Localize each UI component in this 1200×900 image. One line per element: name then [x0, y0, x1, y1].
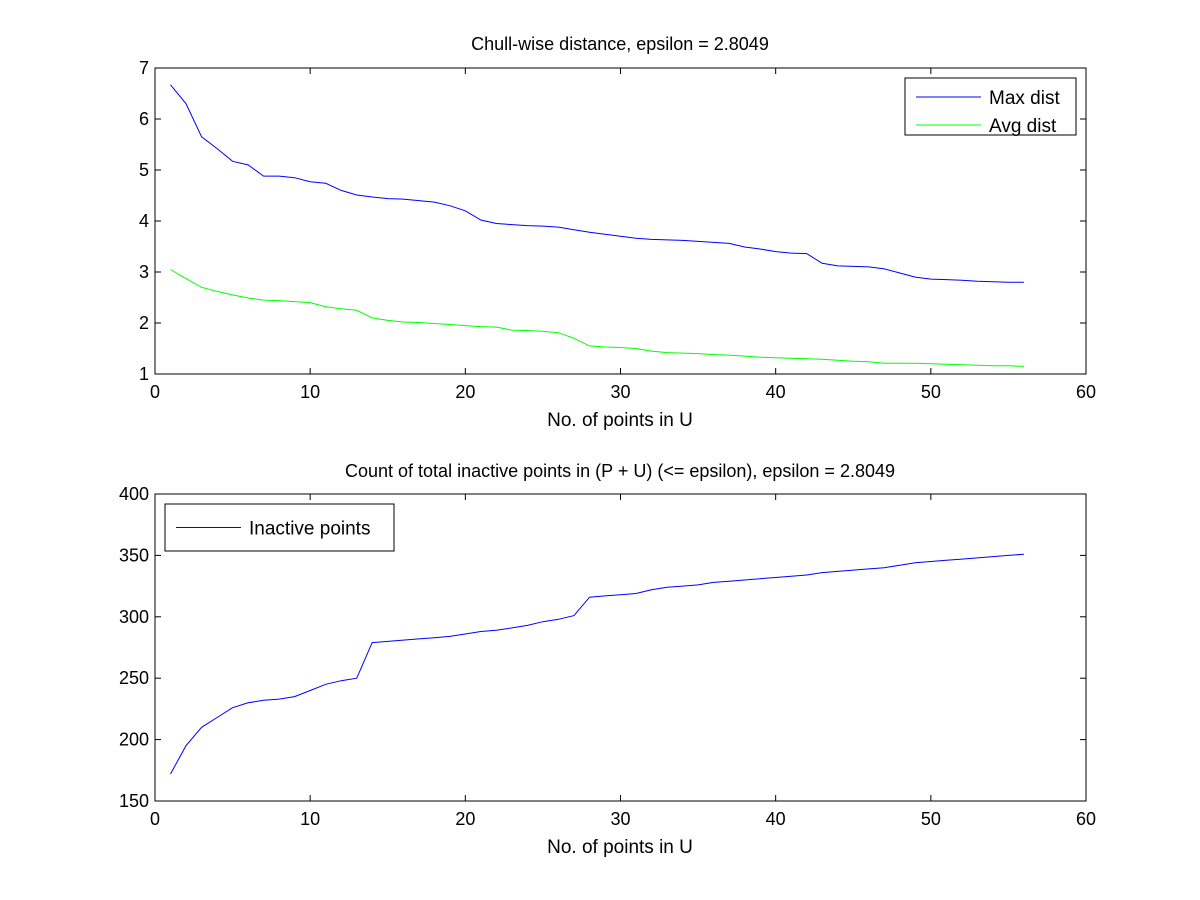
inactive-ytick-label: 150: [119, 791, 149, 811]
distance-chart-title: Chull-wise distance, epsilon = 2.8049: [471, 34, 769, 54]
inactive-xtick-label: 60: [1076, 809, 1096, 829]
distance-ytick-label: 1: [139, 364, 149, 384]
inactive-xtick-label: 20: [455, 809, 475, 829]
distance-chart: Chull-wise distance, epsilon = 2.8049 No…: [139, 34, 1096, 431]
inactive-points-chart: Count of total inactive points in (P + U…: [119, 461, 1096, 858]
avg-dist-line: [170, 269, 1024, 367]
distance-xtick-label: 20: [455, 382, 475, 402]
avg-dist-legend-label: Avg dist: [989, 116, 1057, 137]
inactive-xtick-label: 10: [300, 809, 320, 829]
inactive-xtick-label: 50: [921, 809, 941, 829]
max-dist-legend-label: Max dist: [989, 88, 1060, 109]
distance-ytick-label: 7: [139, 58, 149, 78]
distance-ytick-label: 6: [139, 109, 149, 129]
inactive-ytick-label: 350: [119, 545, 149, 565]
distance-chart-xlabel: No. of points in U: [547, 410, 693, 431]
inactive-xtick-label: 30: [610, 809, 630, 829]
distance-ytick-label: 5: [139, 160, 149, 180]
distance-ytick-label: 4: [139, 211, 149, 231]
inactive-xtick-label: 40: [766, 809, 786, 829]
distance-xtick-label: 10: [300, 382, 320, 402]
inactive-points-line: [170, 553, 1024, 775]
inactive-chart-title: Count of total inactive points in (P + U…: [345, 461, 895, 481]
distance-xtick-label: 40: [766, 382, 786, 402]
inactive-legend: Inactive points: [164, 503, 395, 552]
distance-ytick-label: 2: [139, 313, 149, 333]
distance-xtick-label: 50: [921, 382, 941, 402]
distance-xtick-label: 0: [150, 382, 160, 402]
distance-xtick-label: 30: [610, 382, 630, 402]
distance-ytick-label: 3: [139, 262, 149, 282]
inactive-ytick-label: 250: [119, 668, 149, 688]
inactive-ytick-label: 300: [119, 607, 149, 627]
inactive-xtick-label: 0: [150, 809, 160, 829]
inactive-ytick-label: 200: [119, 730, 149, 750]
distance-legend: Max dist Avg dist: [904, 77, 1077, 137]
max-dist-line: [170, 84, 1024, 283]
inactive-ytick-label: 400: [119, 484, 149, 504]
distance-xtick-label: 60: [1076, 382, 1096, 402]
inactive-chart-xlabel: No. of points in U: [547, 837, 693, 858]
inactive-points-legend-label: Inactive points: [249, 519, 370, 540]
